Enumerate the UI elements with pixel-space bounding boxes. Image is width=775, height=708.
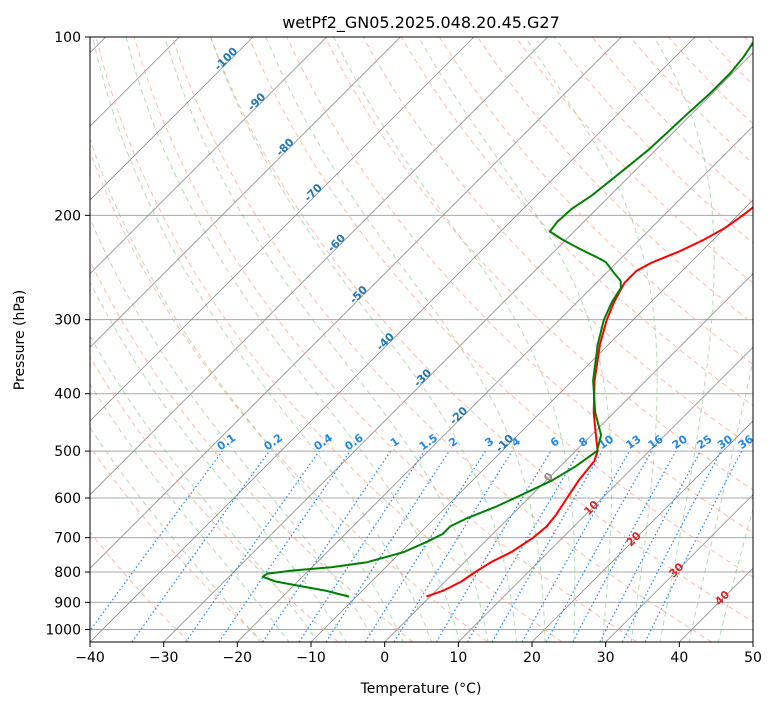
dry-adiabat <box>400 37 753 407</box>
moist-adiabat <box>125 37 461 642</box>
y-tick-label: 600 <box>54 491 81 507</box>
mixing-ratio-line <box>393 450 513 642</box>
grid-layer <box>90 37 753 642</box>
isotherm <box>90 37 401 348</box>
plot-frame <box>89 36 754 643</box>
x-axis-label: Temperature (°C) <box>360 681 482 697</box>
x-tick-label: −20 <box>223 650 253 666</box>
x-axis-ticks: −40 −30 −20 −10 0 10 20 30 40 50 <box>75 642 762 666</box>
moist-adiabat <box>333 37 576 642</box>
dry-adiabat <box>90 259 414 642</box>
dry-adiabat <box>515 37 753 284</box>
moist-adiabat <box>90 426 261 642</box>
mixing-ratio-line <box>572 450 677 642</box>
moist-adiabat <box>524 37 658 642</box>
mixing-ratio-line <box>545 450 653 642</box>
dry-adiabat <box>90 356 339 642</box>
dewpoint-profile <box>261 41 753 598</box>
dry-adiabat <box>95 37 563 642</box>
sounding-layer <box>261 41 753 598</box>
moist-adiabat <box>418 37 613 642</box>
isotherm <box>90 37 696 642</box>
isotherm <box>90 37 327 275</box>
isotherm <box>237 125 753 642</box>
isotherm <box>163 52 753 642</box>
x-tick-label: 40 <box>670 650 688 666</box>
y-tick-label: 500 <box>54 444 81 460</box>
mixing-ratio-line <box>131 450 270 642</box>
x-tick-label: −40 <box>75 650 105 666</box>
moist-adiabat <box>90 335 319 642</box>
x-tick-label: 30 <box>597 650 615 666</box>
moist-adiabat <box>90 137 404 642</box>
x-tick-label: −30 <box>149 650 179 666</box>
mixing-ratio-line <box>90 450 223 632</box>
dry-adiabat <box>90 531 190 642</box>
x-tick-label: 10 <box>449 650 467 666</box>
y-tick-label: 300 <box>54 313 81 329</box>
x-tick-label: 50 <box>744 650 762 666</box>
isotherm <box>384 273 753 642</box>
mixing-ratio-line <box>218 450 351 642</box>
y-tick-label: 1000 <box>45 622 81 638</box>
dry-adiabat <box>286 37 753 534</box>
mixing-ratio-line <box>325 450 450 642</box>
y-tick-label: 900 <box>54 595 81 611</box>
moist-adiabat <box>164 37 489 642</box>
isotherm <box>90 37 622 569</box>
dry-adiabat <box>438 37 753 366</box>
isotherm <box>90 37 548 496</box>
mixing-ratio-line <box>521 450 631 642</box>
moist-adiabat <box>90 383 290 642</box>
y-axis-label: Pressure (hPa) <box>12 290 28 390</box>
mixing-ratio-line <box>185 450 320 642</box>
moist-adiabat <box>653 37 715 642</box>
dry-adiabat <box>248 37 753 578</box>
moist-adiabat <box>92 37 432 642</box>
isotherm <box>90 37 475 422</box>
moist-adiabat <box>210 37 518 642</box>
y-tick-label: 100 <box>54 30 81 46</box>
moist-adiabat <box>265 37 546 642</box>
isotherm <box>605 494 753 642</box>
x-tick-label: −10 <box>296 650 326 666</box>
x-tick-label: 0 <box>380 650 389 666</box>
y-tick-label: 800 <box>54 565 81 581</box>
mixing-ratio-line <box>262 450 392 642</box>
dry-adiabat <box>210 37 753 623</box>
dry-adiabat <box>90 150 488 642</box>
isotherm <box>458 346 753 642</box>
temperature-profile <box>426 206 753 598</box>
y-tick-label: 400 <box>54 387 81 403</box>
isotherm <box>531 420 753 642</box>
x-tick-label: 20 <box>523 650 541 666</box>
mixing-ratio-label: 36 <box>736 432 756 452</box>
chart-title: wetPf2_GN05.2025.048.20.45.G27 <box>282 13 560 33</box>
dry-adiabat <box>171 37 712 642</box>
y-tick-label: 200 <box>54 208 81 224</box>
y-axis-ticks: 100 200 300 400 500 600 700 800 900 1000 <box>45 30 90 638</box>
dry-adiabat <box>90 445 264 642</box>
y-tick-label: 700 <box>54 531 81 547</box>
isotherm <box>90 37 254 201</box>
moist-adiabat <box>90 217 376 642</box>
mixing-ratio-line <box>644 450 743 642</box>
